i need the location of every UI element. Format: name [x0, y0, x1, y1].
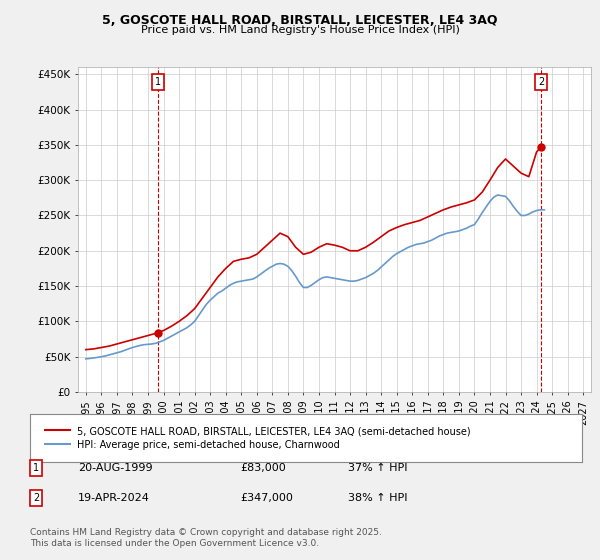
Text: Contains HM Land Registry data © Crown copyright and database right 2025.
This d: Contains HM Land Registry data © Crown c… — [30, 528, 382, 548]
Text: £347,000: £347,000 — [240, 493, 293, 503]
Text: £83,000: £83,000 — [240, 463, 286, 473]
Text: 5, GOSCOTE HALL ROAD, BIRSTALL, LEICESTER, LE4 3AQ: 5, GOSCOTE HALL ROAD, BIRSTALL, LEICESTE… — [102, 14, 498, 27]
Text: 1: 1 — [155, 77, 161, 87]
Text: 38% ↑ HPI: 38% ↑ HPI — [348, 493, 407, 503]
Text: 37% ↑ HPI: 37% ↑ HPI — [348, 463, 407, 473]
Text: 20-AUG-1999: 20-AUG-1999 — [78, 463, 152, 473]
Legend: 5, GOSCOTE HALL ROAD, BIRSTALL, LEICESTER, LE4 3AQ (semi-detached house), HPI: A: 5, GOSCOTE HALL ROAD, BIRSTALL, LEICESTE… — [40, 421, 476, 455]
Text: 1: 1 — [33, 463, 39, 473]
Text: 19-APR-2024: 19-APR-2024 — [78, 493, 150, 503]
Text: 2: 2 — [538, 77, 544, 87]
Text: Price paid vs. HM Land Registry's House Price Index (HPI): Price paid vs. HM Land Registry's House … — [140, 25, 460, 35]
Text: 2: 2 — [33, 493, 39, 503]
